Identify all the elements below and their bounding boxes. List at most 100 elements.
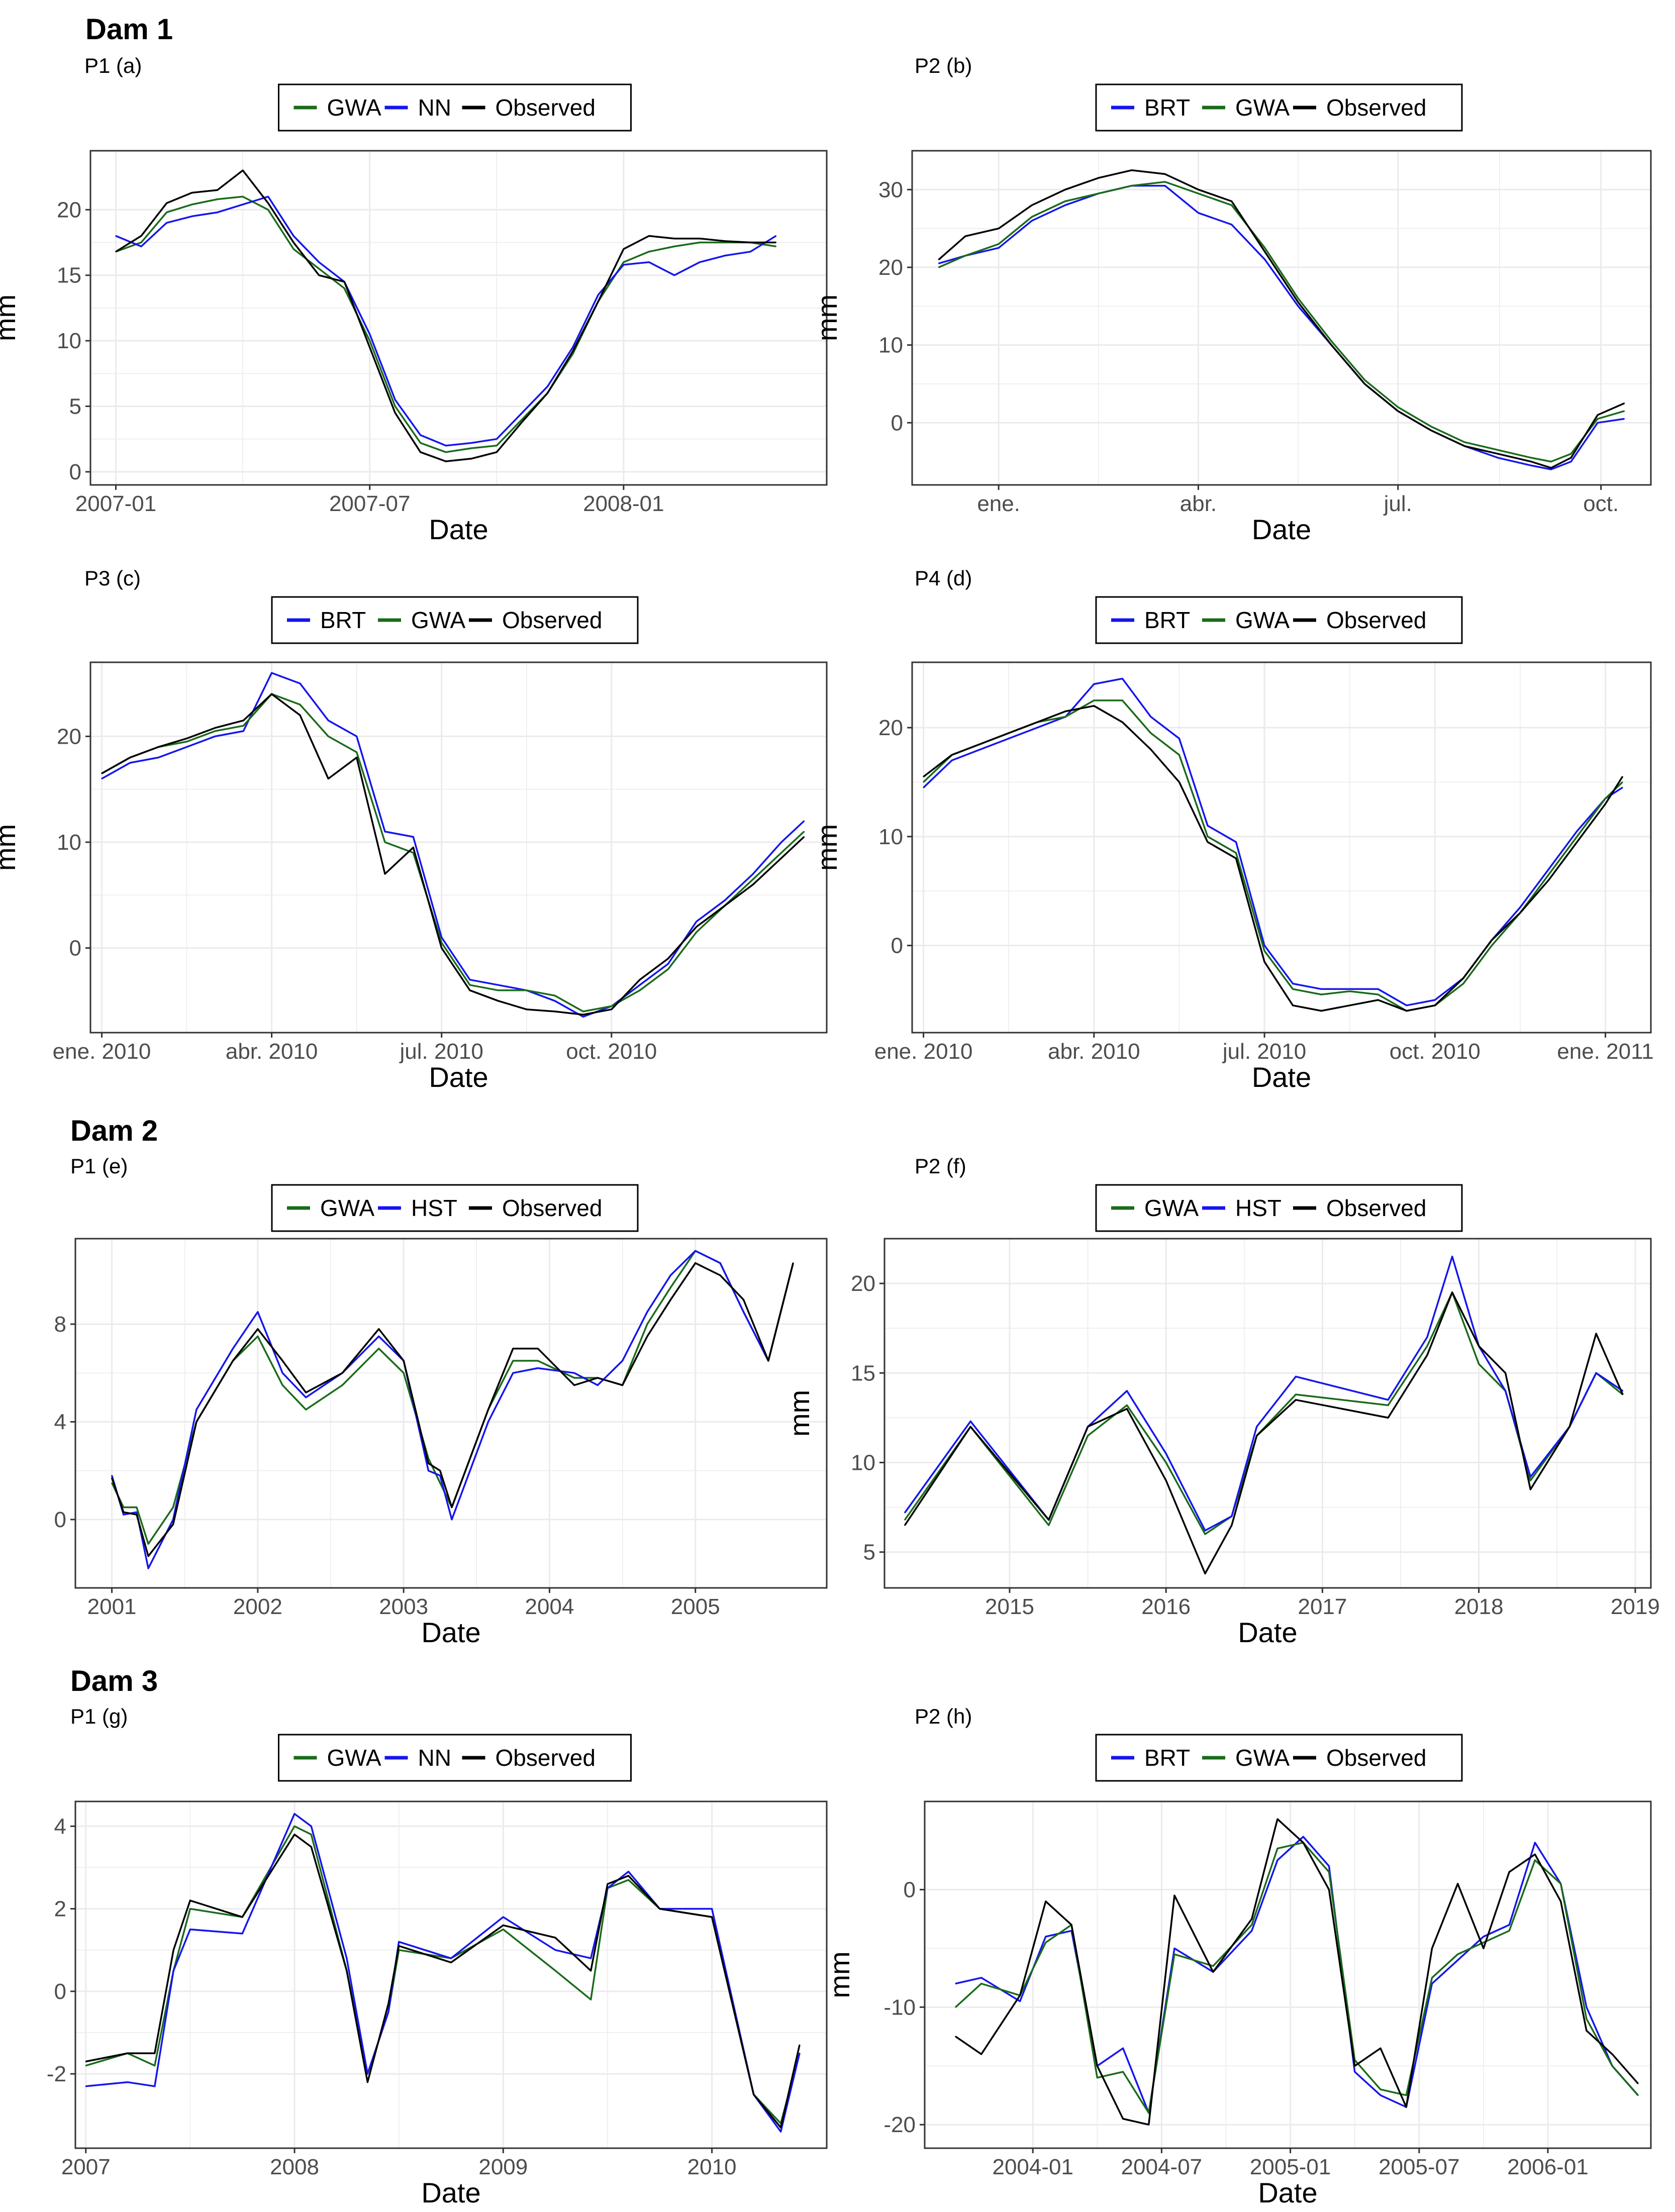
- x-tick-label: 2010: [687, 2155, 737, 2179]
- data-point-brt: [1263, 945, 1265, 946]
- legend-label-observed: Observed: [496, 94, 596, 121]
- data-point-observed: [1491, 939, 1493, 941]
- dam-3-title: Dam 3: [70, 1665, 158, 1697]
- x-tick-label: ene. 2010: [53, 1039, 151, 1064]
- data-point-observed: [1036, 722, 1038, 723]
- data-point-hst: [622, 1360, 623, 1362]
- data-point-gwa: [1623, 410, 1625, 412]
- data-point-observed: [1207, 841, 1209, 843]
- legend-label-gwa: GWA: [411, 607, 465, 633]
- data-point-observed: [695, 1262, 696, 1264]
- data-point-observed: [1019, 1994, 1021, 1996]
- x-tick-label: ene. 2010: [874, 1039, 973, 1064]
- data-point-gwa: [1131, 185, 1133, 186]
- data-point-observed: [172, 1524, 174, 1525]
- data-point-observed: [1576, 841, 1578, 843]
- data-point-observed: [123, 1512, 124, 1513]
- data-point-observed: [1122, 722, 1123, 723]
- data-point-gwa: [1431, 1977, 1433, 1979]
- data-point-brt: [1483, 1936, 1485, 1938]
- data-point-observed: [1198, 189, 1199, 190]
- series-line-observed-d: [923, 705, 1623, 1012]
- data-point-observed: [711, 1916, 713, 1918]
- data-point-hst: [305, 1396, 307, 1398]
- data-point-brt: [780, 841, 782, 843]
- data-point-gwa: [496, 445, 498, 446]
- data-point-gwa: [1331, 340, 1332, 342]
- data-point-observed: [428, 1462, 429, 1464]
- data-point-nn: [387, 2011, 389, 2013]
- panel-title-f: P2 (f): [915, 1154, 966, 1178]
- data-point-brt: [299, 682, 301, 684]
- data-point-observed: [1451, 1291, 1453, 1293]
- data-point-gwa: [1406, 2094, 1407, 2096]
- legend-label-gwa: GWA: [327, 94, 381, 121]
- data-point-observed: [154, 2052, 156, 2054]
- x-tick-label: ene.: [977, 491, 1020, 516]
- data-point-observed: [1131, 169, 1133, 171]
- data-point-observed: [469, 989, 471, 991]
- data-point-gwa: [305, 1409, 307, 1411]
- data-point-nn: [85, 2085, 86, 2087]
- x-tick-label: 2007-07: [329, 491, 410, 516]
- data-point-gwa: [582, 1011, 584, 1013]
- legend-label-brt: BRT: [1144, 94, 1190, 121]
- data-point-observed: [111, 1477, 113, 1479]
- data-point-brt: [1497, 457, 1499, 459]
- data-point-gwa: [1045, 1942, 1047, 1943]
- data-point-observed: [293, 1834, 295, 1835]
- data-point-gwa: [1463, 441, 1465, 443]
- plot-area-c: [90, 662, 827, 1033]
- data-point-gwa: [503, 1929, 504, 1930]
- data-point-observed: [395, 412, 396, 414]
- data-point-brt: [1122, 2047, 1124, 2049]
- data-point-gwa: [998, 243, 1000, 245]
- data-point-observed: [378, 1328, 380, 1330]
- data-point-nn: [450, 1957, 452, 1959]
- data-point-brt: [101, 778, 103, 779]
- data-point-observed: [1519, 912, 1521, 914]
- data-point-hst: [439, 1475, 441, 1476]
- data-point-brt: [1377, 988, 1379, 990]
- data-point-observed: [1431, 1948, 1433, 1949]
- data-point-observed: [115, 251, 117, 253]
- data-point-nn: [673, 274, 675, 276]
- data-point-brt: [1534, 1842, 1536, 1844]
- data-point-brt: [1264, 259, 1266, 260]
- data-point-observed: [257, 1328, 259, 1330]
- data-point-hst: [1231, 1516, 1233, 1517]
- data-point-gwa: [441, 942, 442, 944]
- data-point-gwa: [172, 1506, 174, 1508]
- data-point-observed: [537, 1348, 539, 1349]
- data-point-observed: [1031, 205, 1033, 206]
- data-point-observed: [191, 192, 193, 193]
- data-point-hst: [695, 1250, 696, 1252]
- data-point-gwa: [1550, 461, 1552, 462]
- x-axis-title: Date: [1252, 1061, 1311, 1093]
- data-point-gwa: [1534, 1859, 1536, 1861]
- data-point-gwa: [1508, 1930, 1510, 1932]
- data-point-brt: [1173, 1948, 1175, 1949]
- data-point-gwa: [1065, 716, 1066, 718]
- plot-border-b: [911, 150, 1652, 486]
- data-point-brt: [328, 720, 329, 722]
- data-point-brt: [1008, 738, 1010, 739]
- data-point-gwa: [1605, 797, 1606, 799]
- data-point-observed: [611, 1009, 612, 1010]
- data-point-hst: [257, 1311, 259, 1313]
- data-point-gwa: [1212, 1965, 1214, 1967]
- data-point-gwa: [1173, 1953, 1175, 1955]
- data-point-gwa: [1380, 2088, 1382, 2090]
- data-point-brt: [1431, 1983, 1433, 1984]
- data-point-observed: [1397, 410, 1399, 412]
- data-point-brt: [667, 963, 669, 965]
- data-point-observed: [140, 235, 142, 237]
- data-point-brt: [1292, 983, 1294, 984]
- data-point-gwa: [257, 1336, 259, 1337]
- data-point-gwa: [572, 353, 574, 355]
- x-tick-label: 2017: [1298, 1594, 1347, 1619]
- data-point-hst: [969, 1421, 971, 1422]
- data-point-observed: [1173, 1894, 1175, 1896]
- x-tick-label: 2019: [1611, 1594, 1660, 1619]
- data-point-hst: [1387, 1399, 1389, 1400]
